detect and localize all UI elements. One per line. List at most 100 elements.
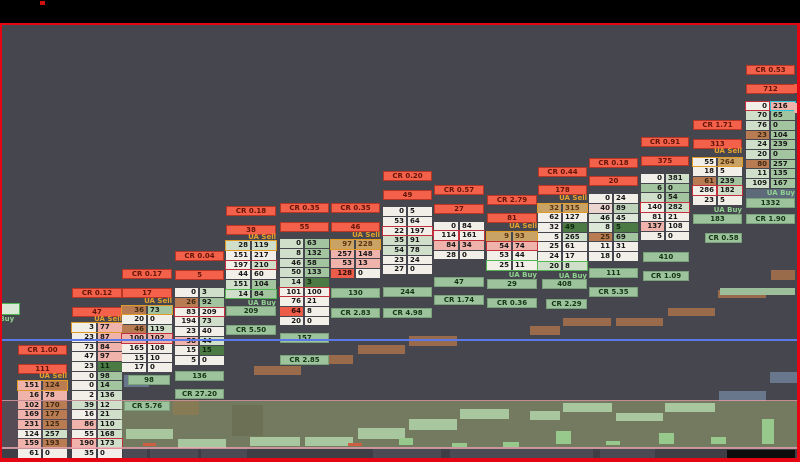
ask-cell: 193 — [43, 439, 67, 448]
ask-cell: 257 — [43, 429, 67, 439]
bid-cell: 8 — [280, 249, 303, 258]
sell-volume-total: 46 — [331, 221, 380, 232]
delta-dash — [348, 443, 362, 446]
ask-cell: 239 — [718, 176, 742, 186]
bid-cell: 23 — [72, 362, 96, 371]
footer-block — [600, 449, 655, 458]
cr-buy-label: CR 0.58 — [705, 232, 742, 243]
bid-cell: 20 — [122, 315, 146, 324]
sell-volume-total: 375 — [641, 155, 689, 166]
ask-cell: 100 — [305, 287, 329, 297]
bid-cell: 24 — [538, 252, 561, 261]
volume-bar — [126, 429, 173, 439]
footer-block — [201, 449, 247, 458]
bid-cell: 151 — [226, 250, 250, 260]
band-texture-block — [173, 401, 199, 415]
bid-cell: 8 — [589, 223, 612, 232]
ask-cell: 0 — [200, 355, 224, 365]
ua-buy-label: UA Buy — [0, 315, 15, 323]
ask-cell: 3 — [305, 278, 329, 287]
ask-cell: 21 — [98, 410, 122, 419]
ask-cell: 0 — [148, 315, 172, 324]
footer-block — [450, 449, 593, 458]
ask-cell: 210 — [252, 260, 276, 270]
bid-cell: 53 — [487, 251, 511, 260]
delta-dash — [143, 443, 156, 446]
cr-sell-header: CR 0.17 — [122, 269, 172, 280]
bid-cell: 5 — [175, 355, 198, 365]
ua-buy-label: UA Buy — [558, 271, 587, 280]
volume-bar-small — [399, 438, 413, 445]
bid-cell: 17 — [122, 363, 146, 373]
bid-cell: 286 — [693, 186, 716, 196]
imbalance-block-brown — [668, 308, 715, 316]
ask-cell: 148 — [356, 249, 380, 259]
volume-bar — [409, 419, 457, 430]
ask-cell: 0 — [408, 265, 432, 274]
bid-cell: 16 — [72, 410, 96, 419]
imbalance-block-slate — [719, 391, 766, 401]
ask-cell: 170 — [43, 400, 67, 410]
price-line — [2, 339, 797, 341]
window-border-bottom — [0, 458, 800, 462]
ask-cell: 17 — [563, 252, 587, 261]
bid-cell: 11 — [589, 242, 612, 252]
bid-cell: 70 — [746, 111, 769, 121]
ask-cell: 73 — [200, 317, 224, 326]
ask-cell: 133 — [305, 268, 329, 278]
ask-cell: 13 — [356, 259, 380, 268]
bid-cell: 114 — [434, 231, 458, 240]
ask-cell: 74 — [513, 241, 537, 251]
buy-volume-total: 1332 — [746, 198, 795, 209]
ua-buy-label: UA Buy — [508, 271, 537, 279]
bid-cell: 76 — [746, 121, 769, 130]
ask-cell: 11 — [513, 260, 537, 270]
sell-volume-total: 27 — [434, 203, 484, 214]
ask-cell: 24 — [408, 255, 432, 265]
cr-sell-header: CR 0.53 — [746, 65, 795, 75]
bid-cell: 55 — [693, 157, 716, 167]
cr-buy-label: CR 5.76 — [124, 400, 170, 411]
bid-cell: 46 — [589, 213, 612, 223]
bid-cell: 18 — [693, 167, 716, 176]
bid-cell: 231 — [18, 419, 41, 429]
bid-cell: 5 — [641, 231, 664, 241]
bid-cell: 0 — [175, 288, 198, 297]
imbalance-block-brown — [358, 345, 405, 354]
cr-sell-header: CR 0.91 — [641, 137, 689, 148]
bid-cell: 23 — [383, 255, 406, 265]
bid-cell: 0 — [72, 371, 96, 381]
volume-bar — [616, 413, 663, 421]
sell-volume-total: 81 — [487, 213, 537, 224]
ask-cell: 182 — [718, 186, 742, 196]
buy-volume-total: 136 — [175, 370, 224, 381]
bid-cell: 3 — [72, 323, 96, 333]
bid-cell: 39 — [72, 400, 96, 410]
buy-volume-total: 111 — [589, 268, 638, 279]
bid-cell: 20 — [280, 316, 303, 326]
footer-block — [150, 449, 198, 458]
window-border-right — [797, 23, 800, 462]
bid-cell: 0 — [641, 173, 664, 183]
buy-volume-total: 209 — [226, 306, 276, 317]
bid-cell: 61 — [693, 176, 716, 186]
cr-sell-header: CR 0.44 — [538, 166, 587, 177]
bid-cell: 81 — [641, 212, 664, 222]
ua-sell-label: UA Sell — [352, 230, 380, 239]
bid-cell: 11 — [746, 169, 769, 179]
ask-cell: 78 — [43, 390, 67, 400]
buy-volume-total: 130 — [331, 287, 380, 298]
sell-volume-total: 17 — [122, 288, 172, 298]
ask-cell: 124 — [43, 381, 67, 390]
ua-sell-label: UA Sell — [94, 315, 122, 324]
ask-cell: 168 — [98, 429, 122, 439]
ask-cell: 31 — [614, 242, 638, 252]
top-bar — [0, 0, 800, 23]
cr-buy-label: CR 2.29 — [546, 298, 587, 309]
ask-cell: 135 — [771, 169, 795, 179]
bid-cell: 257 — [331, 249, 354, 259]
cr-buy-label: CR 5.50 — [226, 325, 276, 335]
recording-dot — [40, 1, 45, 5]
cr-buy-label: CR 5.35 — [589, 287, 638, 297]
